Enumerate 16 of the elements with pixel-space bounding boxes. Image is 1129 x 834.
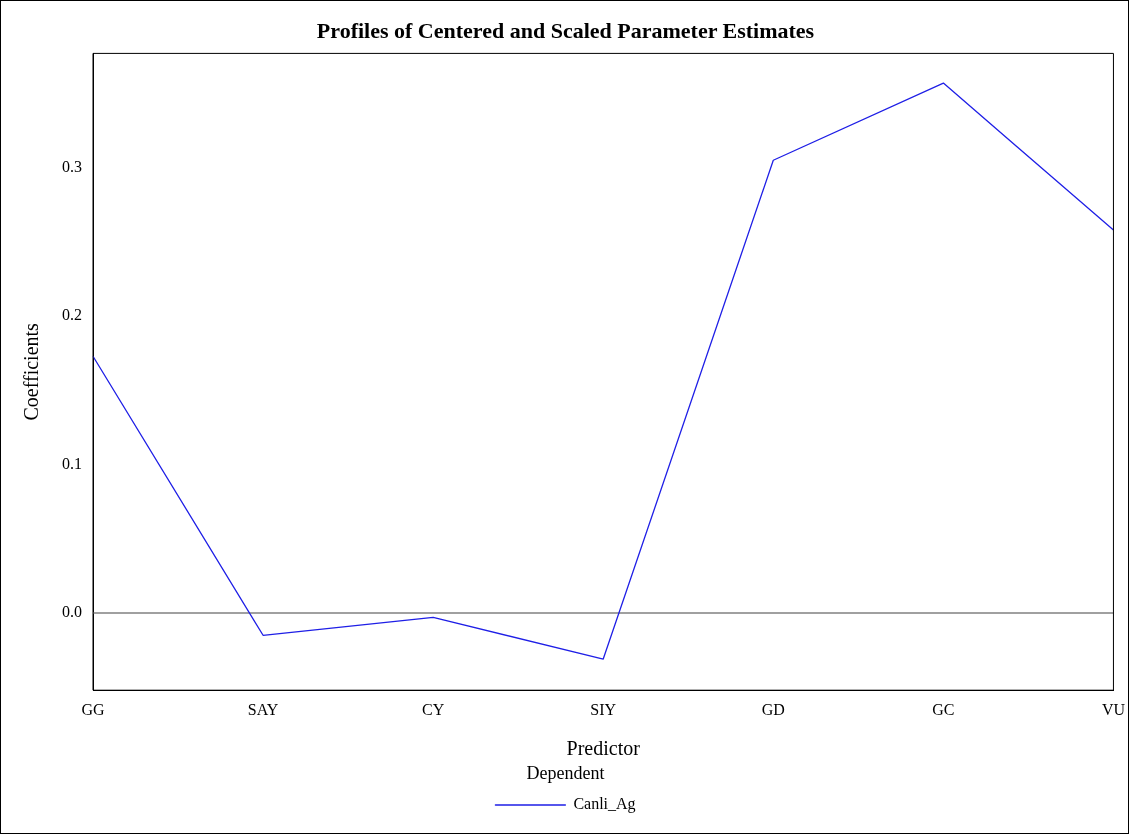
x-tick-label: SIY — [590, 701, 617, 718]
x-axis-title: Predictor — [566, 736, 641, 759]
y-tick-label: 0.2 — [62, 306, 82, 324]
chart-title: Profiles of Centered and Scaled Parameter Estimates — [316, 17, 815, 43]
x-tick-label: VU — [1101, 701, 1126, 718]
legend-label: Canli_Ag — [573, 795, 636, 814]
x-tick-label: SAY — [247, 701, 279, 718]
y-tick-label: 0.1 — [62, 454, 82, 472]
legend-title: Dependent — [526, 763, 605, 784]
x-tick-label: CY — [422, 701, 445, 718]
y-axis-title: Coefficients — [20, 322, 43, 421]
x-tick-label: GD — [761, 701, 785, 718]
y-tick-label: 0.3 — [62, 157, 82, 175]
y-tick-label: 0.0 — [62, 603, 82, 621]
x-tick-label: GC — [932, 701, 955, 718]
x-tick-label: GG — [81, 701, 105, 718]
